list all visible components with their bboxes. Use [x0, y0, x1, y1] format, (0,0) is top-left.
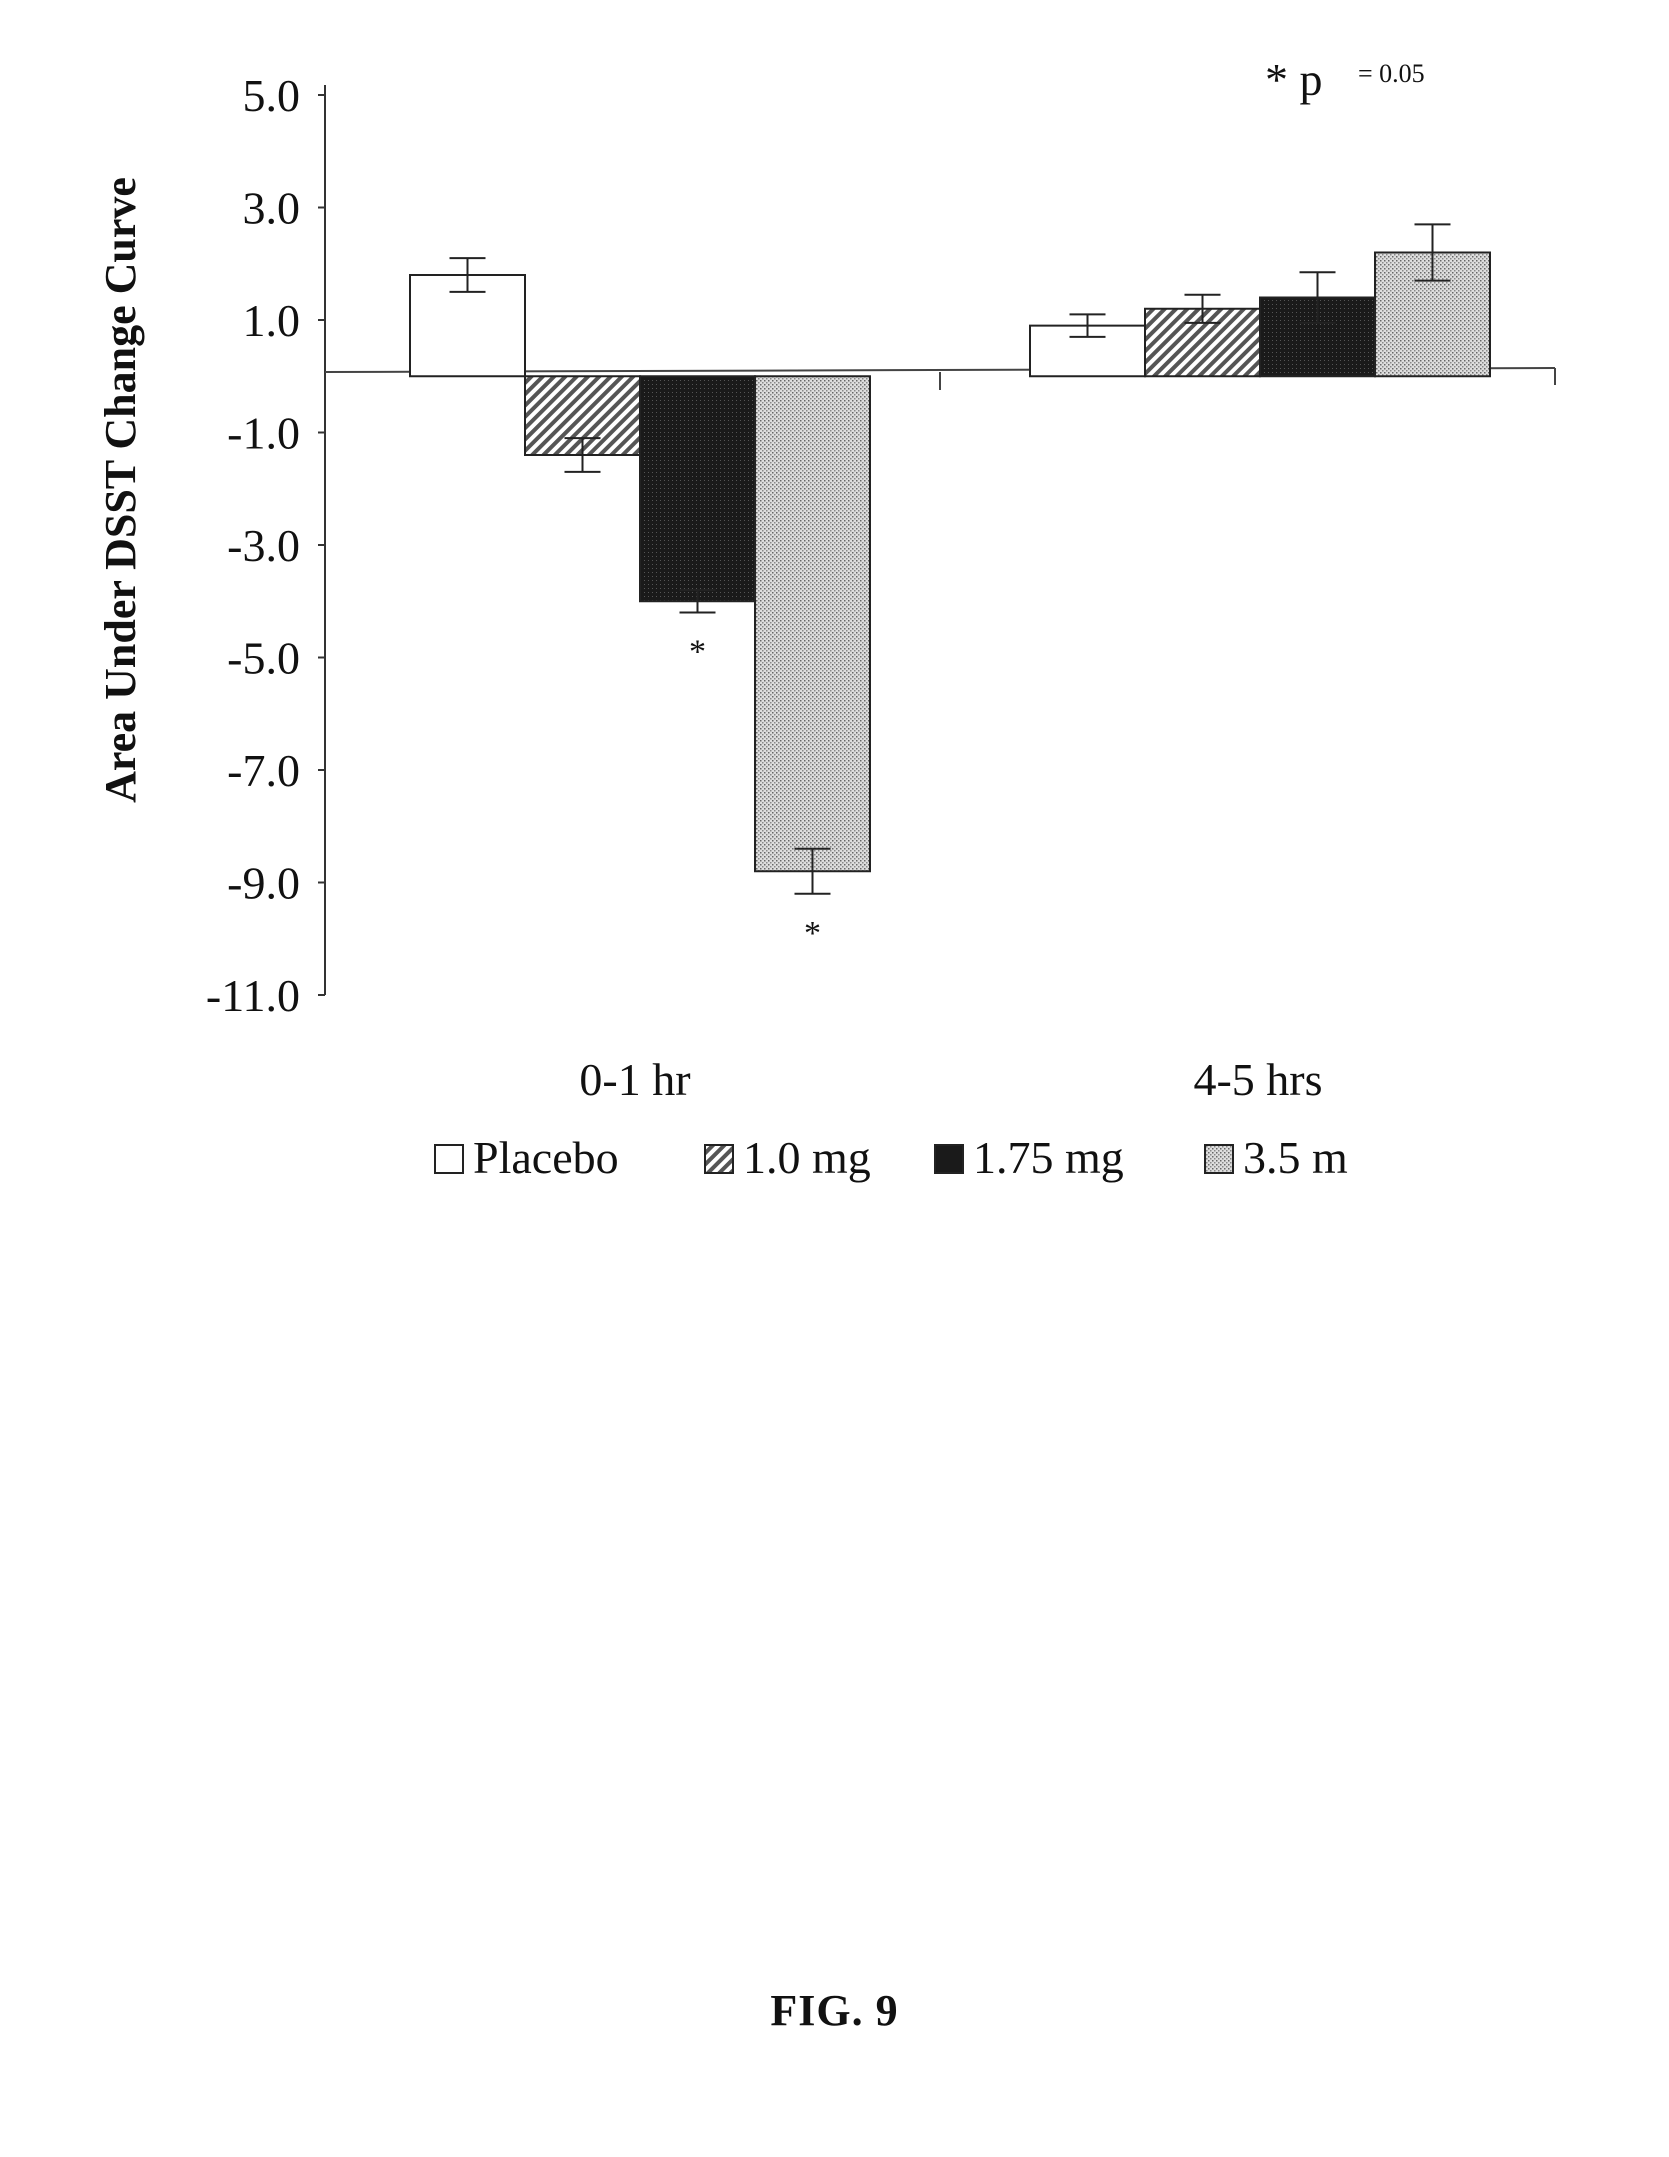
- bar: [409, 274, 526, 378]
- bar: [754, 375, 871, 873]
- legend-label: Placebo: [473, 1132, 619, 1183]
- y-axis: 5.0 3.0 1.0 -1.0 -3.0 -5.0 -7.0 -9.0 -11.0: [206, 70, 326, 1021]
- bar-group: **: [409, 223, 1491, 952]
- y-tick: -5.0: [227, 633, 325, 684]
- bar: [639, 375, 756, 603]
- legend-swatch: [434, 1144, 464, 1174]
- y-tick: 5.0: [243, 70, 325, 121]
- figure-caption: FIG. 9: [770, 1986, 899, 2035]
- legend-swatch: [934, 1144, 964, 1174]
- y-tick-label: -1.0: [227, 408, 300, 459]
- y-tick-label: -11.0: [206, 970, 300, 1021]
- annotation-symbol: * p: [1265, 54, 1323, 105]
- legend: Placebo 1.0 mg 1.75 mg 3.5 m: [434, 1132, 1348, 1183]
- y-tick-label: 5.0: [243, 70, 301, 121]
- y-axis-label: Area Under DSST Change Curve: [96, 177, 145, 803]
- x-category-labels: 0-1 hr 4-5 hrs: [579, 1054, 1322, 1105]
- legend-item: 1.0 mg: [704, 1132, 871, 1183]
- legend-label: 1.75 mg: [973, 1132, 1124, 1183]
- y-tick: 1.0: [243, 295, 325, 346]
- legend-swatch: [704, 1144, 734, 1174]
- y-tick-label: -9.0: [227, 858, 300, 909]
- y-tick-label: -3.0: [227, 520, 300, 571]
- y-tick-label: 3.0: [243, 183, 301, 234]
- y-tick: -3.0: [227, 520, 325, 571]
- legend-label: 3.5 m: [1243, 1132, 1348, 1183]
- legend-item: Placebo: [434, 1132, 619, 1183]
- legend-item: 3.5 m: [1204, 1132, 1348, 1183]
- y-tick: -7.0: [227, 745, 325, 796]
- y-tick-group: 5.0 3.0 1.0 -1.0 -3.0 -5.0 -7.0 -9.0 -11.0: [206, 70, 325, 1021]
- x-category-label: 4-5 hrs: [1193, 1054, 1322, 1105]
- bar-chart: 5.0 3.0 1.0 -1.0 -3.0 -5.0 -7.0 -9.0 -11.0 Area …: [96, 54, 1556, 1183]
- significance-marker: *: [804, 915, 821, 952]
- y-tick: -11.0: [206, 970, 325, 1021]
- y-tick-label: -7.0: [227, 745, 300, 796]
- significance-annotation: * p = 0.05: [1265, 54, 1425, 105]
- annotation-value: = 0.05: [1358, 59, 1425, 88]
- y-tick-label: 1.0: [243, 295, 301, 346]
- y-tick-label: -5.0: [227, 633, 300, 684]
- legend-item: 1.75 mg: [934, 1132, 1124, 1183]
- y-tick: 3.0: [243, 183, 325, 234]
- y-tick: -9.0: [227, 858, 325, 909]
- legend-label: 1.0 mg: [743, 1132, 871, 1183]
- significance-marker: *: [689, 634, 706, 671]
- x-category-label: 0-1 hr: [579, 1054, 690, 1105]
- y-tick: -1.0: [227, 408, 325, 459]
- legend-swatch: [1204, 1144, 1234, 1174]
